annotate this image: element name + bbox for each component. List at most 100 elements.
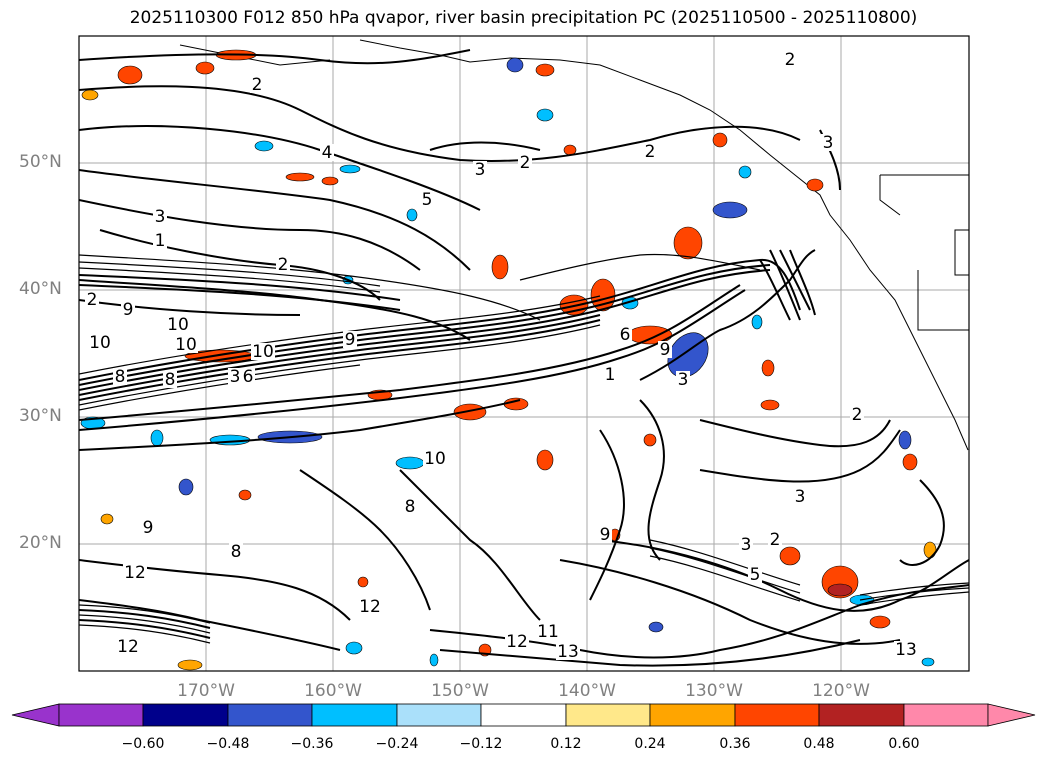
contour-label-bg [85,291,99,308]
contour-label-bg [658,341,672,358]
contour-label-bg [229,543,243,560]
contour-label: 5 [750,565,761,585]
contour-label: 9 [345,330,356,350]
lon-label-140w: 140°W [558,681,616,701]
map-title: 2025110300 F012 850 hPa qvapor, river ba… [129,8,918,28]
colorbar-segment [142,703,229,727]
colorbar-segment [227,703,313,727]
colorbar-segment [311,703,398,727]
contour-label-bg [320,144,334,161]
contour-label-bg [603,366,617,383]
contour-label-bg [618,326,632,343]
lat-label-50n: 50°N [19,152,62,172]
lon-label-130w: 130°W [685,681,743,701]
colorbar-tick: 0.36 [719,736,751,752]
contour-label: 2 [87,290,98,310]
colorbar [11,703,1036,727]
contour-label: 10 [89,333,111,353]
lon-label-120w: 120°W [812,681,870,701]
contour-label-bg [518,154,532,171]
contour-label: 2 [785,50,796,70]
colorbar-tick: 0.24 [634,736,666,752]
contour-label-bg [228,368,242,385]
contour-label-bg [153,208,167,225]
contour-label-bg [116,638,140,655]
lat-label-30n: 30°N [19,406,62,426]
contour-label-bg [123,564,147,581]
contour-label: 10 [252,342,274,362]
coastline [179,39,969,451]
contour-label-bg [676,371,690,388]
contour-label: 8 [231,542,242,562]
colorbar-tick: −0.48 [206,736,250,752]
contour-label: 12 [359,597,381,617]
contour-label-bg [113,368,127,385]
contour-label-bg [473,161,487,178]
colorbar-tick: −0.12 [459,736,503,752]
colorbar-tick: 0.60 [888,736,920,752]
contour-label: 8 [405,497,416,517]
contour-label: 6 [620,325,631,345]
plot-frame [78,35,970,672]
colorbar-segment [903,703,989,727]
contour-label-bg [343,331,357,348]
colorbar-segment [734,703,820,727]
contour-label-bg [403,498,417,515]
contour-label: 12 [506,632,528,652]
contour-label: 10 [167,315,189,335]
contour-label: 5 [422,190,433,210]
contour-label: 2 [520,153,531,173]
contour-label: 2 [852,405,863,425]
contour-label: 3 [475,160,486,180]
contour-label-bg [423,450,447,467]
colorbar-tick: −0.60 [121,736,165,752]
contour-label: 3 [678,370,689,390]
contour-label: 9 [660,340,671,360]
contour-label-bg [358,598,382,615]
colorbar-segment [396,703,482,727]
contour-label: 8 [165,370,176,390]
contour-label-bg [793,488,807,505]
contour-label-bg [536,623,560,640]
contour-label-bg [88,334,112,351]
lat-label-40n: 40°N [19,279,62,299]
contour-label: 8 [115,367,126,387]
contour-label: 2 [278,255,289,275]
contour-label: 10 [424,449,446,469]
contour-label: 3 [230,367,241,387]
colorbar-extend-left [11,703,60,727]
contour-label-bg [420,191,434,208]
contour-label: 4 [322,143,333,163]
colorbar-extend-right [987,703,1036,727]
colorbar-tick: 0.48 [803,736,835,752]
colorbar-segment [818,703,905,727]
contour-label: 1 [155,231,166,251]
contour-label: 12 [124,563,146,583]
contour-label: 3 [741,535,752,555]
contour-label: 3 [823,133,834,153]
colorbar-segment [649,703,736,727]
colorbar-segment [565,703,651,727]
contour-label-bg [739,536,753,553]
contour-label: 13 [557,642,579,662]
contour-label: 2 [770,530,781,550]
colorbar-tick: −0.24 [375,736,419,752]
contour-label-bg [241,368,255,385]
contour-label-bg [505,633,529,650]
contour-label-bg [163,371,177,388]
contour-label-bg [276,256,290,273]
qvapor-contours-thin [79,253,969,644]
contour-label-bg [821,134,835,151]
contour-label: 11 [537,622,559,642]
contour-label: 2 [252,75,263,95]
contour-label-bg [174,336,198,353]
contour-label-bg [598,526,612,543]
contour-label: 9 [600,525,611,545]
contour-label-bg [250,76,264,93]
contour-label-bg [141,519,155,536]
contour-label: 9 [123,300,134,320]
contour-label: 2 [645,142,656,162]
contour-label: 9 [143,518,154,538]
contour-label-bg [251,343,275,360]
